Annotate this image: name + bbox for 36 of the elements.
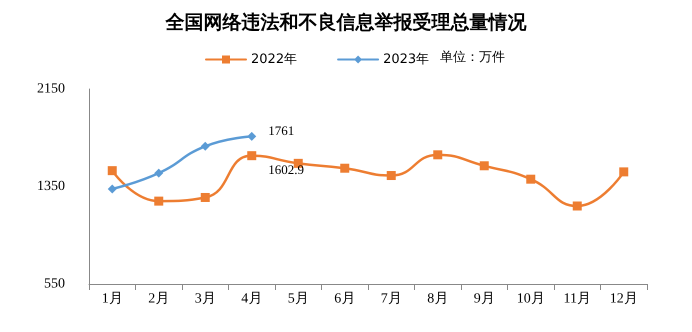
- x-tick-label: 9月: [474, 292, 495, 306]
- point: [247, 151, 256, 160]
- y-tick-label: 2150: [37, 82, 65, 96]
- x-tick-label: 7月: [380, 292, 402, 306]
- point: [200, 142, 210, 151]
- point: [154, 168, 164, 178]
- y-tick-label: 550: [44, 276, 65, 292]
- chart-title: 全国网络违法和不良信息举报受理总量情况: [164, 12, 528, 34]
- point: [108, 166, 117, 176]
- point: [340, 164, 350, 173]
- x-tick-label: 10月: [516, 292, 545, 306]
- annotation: 1761: [268, 122, 294, 138]
- point: [247, 132, 256, 141]
- point: [480, 161, 489, 170]
- x-tick-label: 6月: [334, 292, 356, 306]
- x-tick-label: 1月: [102, 292, 123, 306]
- point: [433, 150, 442, 160]
- point: [386, 171, 396, 180]
- text: 单位：万件: [440, 50, 505, 65]
- annotation: 1602.9: [268, 162, 304, 178]
- legend-label: 2022年: [251, 52, 298, 67]
- point: [154, 196, 164, 206]
- x-tick-label: 11月: [564, 292, 591, 306]
- point: [526, 174, 536, 184]
- legend-label: 2023年: [383, 52, 430, 67]
- x-tick-label: 2月: [148, 292, 170, 306]
- y-tick-label: 1350: [37, 179, 65, 194]
- x-tick-label: 5月: [288, 292, 309, 306]
- point: [572, 202, 582, 210]
- x-tick-label: 3月: [194, 292, 216, 306]
- x-tick-label: 8月: [427, 292, 448, 306]
- x-tick-label: 12月: [610, 292, 638, 306]
- x-tick-label: 4月: [241, 292, 262, 306]
- point: [108, 184, 117, 194]
- point: [619, 167, 628, 176]
- point: [200, 192, 210, 202]
